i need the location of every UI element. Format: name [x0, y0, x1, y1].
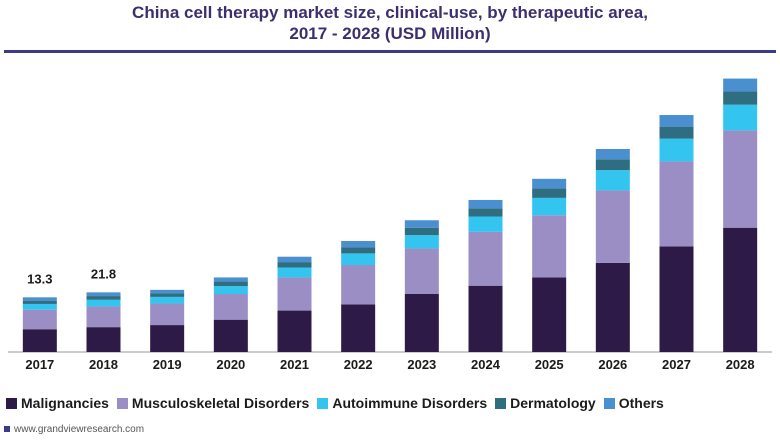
bar-segment-2028-musculoskeletal-disorders — [723, 130, 758, 228]
legend-item-autoimmune: Autoimmune Disorders — [317, 395, 487, 411]
bar-segment-2020-autoimmune-disorders — [213, 286, 248, 294]
bar-segment-2026-malignancies — [595, 262, 630, 352]
bar-segment-2023-musculoskeletal-disorders — [404, 248, 439, 294]
legend-swatch — [116, 397, 128, 409]
chart-title: China cell therapy market size, clinical… — [0, 2, 780, 44]
bar-segment-2022-musculoskeletal-disorders — [341, 265, 376, 305]
data-label-2018: 21.8 — [91, 266, 116, 281]
legend-label: Malignancies — [21, 395, 109, 411]
bar-segment-2023-others — [404, 220, 439, 228]
bar-segment-2017-dermatology — [22, 300, 57, 304]
bar-segment-2020-malignancies — [213, 319, 248, 352]
bar-segment-2023-malignancies — [404, 294, 439, 352]
x-tick-label-2021: 2021 — [280, 357, 309, 372]
bar-segment-2025-dermatology — [532, 188, 567, 198]
bar-segment-2024-dermatology — [468, 208, 503, 217]
legend-swatch — [317, 397, 329, 409]
bar-segment-2023-autoimmune-disorders — [404, 235, 439, 249]
bar-segment-2020-musculoskeletal-disorders — [213, 294, 248, 320]
x-tick-label-2024: 2024 — [471, 357, 501, 372]
bar-segment-2019-malignancies — [150, 325, 185, 352]
legend-label: Autoimmune Disorders — [332, 395, 488, 411]
x-tick-label-2022: 2022 — [344, 357, 373, 372]
stacked-bar-chart: 2017 2018 2019 2020 2021 2022 2023 2024 2025 2026… — [8, 78, 772, 372]
legend-item-dermatology: Dermatology — [495, 395, 596, 411]
bar-segment-2027-malignancies — [659, 246, 694, 352]
bar-segment-2025-others — [532, 178, 567, 189]
bar-segment-2019-others — [150, 289, 185, 294]
x-tick-label-2025: 2025 — [535, 357, 564, 372]
bar-segment-2020-dermatology — [213, 281, 248, 287]
source-text: www.grandviewresearch.com — [14, 424, 145, 435]
bar-segment-2027-musculoskeletal-disorders — [659, 161, 694, 247]
legend-label: Musculoskeletal Disorders — [131, 395, 310, 411]
bar-segment-2026-musculoskeletal-disorders — [595, 190, 630, 263]
bar-segment-2028-others — [723, 78, 758, 92]
bar-segment-2018-musculoskeletal-disorders — [86, 306, 121, 328]
bar-segment-2017-malignancies — [22, 329, 57, 352]
bar-segment-2026-others — [595, 149, 630, 160]
legend-label: Dermatology — [510, 395, 596, 411]
bar-segment-2025-autoimmune-disorders — [532, 197, 567, 216]
bar-segment-2022-others — [341, 240, 376, 248]
bar-segment-2025-malignancies — [532, 277, 567, 352]
bar-segment-2019-dermatology — [150, 293, 185, 297]
bar-segment-2021-dermatology — [277, 262, 312, 268]
x-tick-label-2026: 2026 — [598, 357, 627, 372]
title-divider — [4, 50, 776, 53]
bar-segment-2017-musculoskeletal-disorders — [22, 309, 57, 330]
bar-segment-2025-musculoskeletal-disorders — [532, 215, 567, 278]
legend-item-musculoskeletal: Musculoskeletal Disorders — [116, 395, 310, 411]
bar-segment-2026-autoimmune-disorders — [595, 170, 630, 191]
bar-segment-2023-dermatology — [404, 227, 439, 236]
bar-segment-2027-dermatology — [659, 126, 694, 139]
bar-segment-2024-others — [468, 199, 503, 209]
chart-legend: Malignancies Musculoskeletal Disorders A… — [6, 395, 778, 411]
x-tick-label-2020: 2020 — [216, 357, 245, 372]
bar-segment-2018-others — [86, 292, 121, 297]
x-tick-label-2027: 2027 — [662, 357, 691, 372]
bar-segment-2021-malignancies — [277, 310, 312, 352]
data-label-2017: 13.3 — [27, 271, 52, 286]
bar-segment-2019-autoimmune-disorders — [150, 296, 185, 304]
legend-item-malignancies: Malignancies — [6, 395, 109, 411]
bar-segment-2028-malignancies — [723, 227, 758, 352]
bar-segment-2022-dermatology — [341, 247, 376, 254]
bar-segment-2022-autoimmune-disorders — [341, 253, 376, 265]
bar-segment-2026-dermatology — [595, 159, 630, 171]
bar-segment-2017-autoimmune-disorders — [22, 303, 57, 310]
x-tick-label-2028: 2028 — [726, 357, 755, 372]
x-tick-label-2018: 2018 — [89, 357, 118, 372]
bar-segment-2021-others — [277, 256, 312, 263]
legend-swatch — [6, 397, 17, 409]
bar-segment-2018-autoimmune-disorders — [86, 299, 121, 307]
x-tick-label-2023: 2023 — [407, 357, 436, 372]
legend-swatch — [495, 397, 507, 409]
bullet-icon — [4, 426, 10, 433]
chart-title-line-2: 2017 - 2028 (USD Million) — [289, 24, 491, 43]
source-note: www.grandviewresearch.com — [4, 424, 144, 435]
bar-segment-2017-others — [22, 297, 57, 301]
bar-segment-2021-autoimmune-disorders — [277, 267, 312, 278]
bar-segment-2027-others — [659, 115, 694, 127]
bar-segment-2018-dermatology — [86, 296, 121, 300]
bar-segment-2021-musculoskeletal-disorders — [277, 277, 312, 311]
legend-label: Others — [618, 395, 664, 411]
bar-segment-2027-autoimmune-disorders — [659, 138, 694, 162]
bar-segment-2019-musculoskeletal-disorders — [150, 303, 185, 326]
bar-segment-2024-autoimmune-disorders — [468, 216, 503, 232]
legend-item-others: Others — [603, 395, 664, 411]
bar-segment-2020-others — [213, 277, 248, 282]
bar-segment-2024-malignancies — [468, 285, 503, 352]
bar-segment-2028-dermatology — [723, 91, 758, 105]
x-tick-label-2019: 2019 — [153, 357, 182, 372]
bar-segment-2022-malignancies — [341, 304, 376, 352]
x-tick-label-2017: 2017 — [25, 357, 54, 372]
bar-segment-2024-musculoskeletal-disorders — [468, 231, 503, 286]
legend-swatch — [603, 397, 615, 409]
bar-segment-2018-malignancies — [86, 327, 121, 352]
bar-segment-2028-autoimmune-disorders — [723, 104, 758, 131]
chart-title-line-1: China cell therapy market size, clinical… — [132, 3, 648, 22]
